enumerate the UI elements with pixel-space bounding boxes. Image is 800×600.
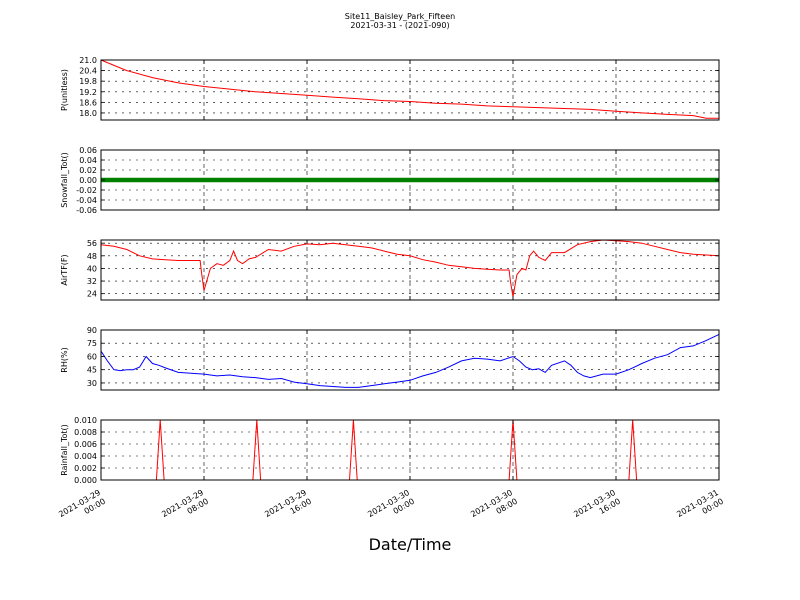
y-tick-label: 24	[87, 290, 97, 299]
y-tick-label: 45	[87, 366, 97, 375]
y-tick-label: 60	[87, 352, 97, 361]
y-tick-label: 30	[87, 379, 97, 388]
y-tick-label: 0.006	[74, 440, 97, 449]
y-tick-label: -0.04	[76, 196, 97, 205]
y-tick-label: 48	[87, 252, 97, 261]
y-tick-label: 0.00	[79, 176, 97, 185]
y-axis-label: Rainfall_Tot()	[60, 424, 69, 476]
y-tick-label: -0.02	[76, 186, 97, 195]
y-axis-label: RH(%)	[60, 347, 69, 372]
y-tick-label: 18.0	[79, 109, 97, 118]
y-axis-label: Snowfall_Tot()	[60, 152, 69, 208]
series-line	[100, 333, 720, 388]
y-tick-label: 90	[87, 326, 97, 335]
y-tick-label: 56	[87, 239, 97, 248]
y-tick-label: 75	[87, 339, 97, 348]
y-tick-label: 40	[87, 264, 97, 273]
y-axis-label: P(unitless)	[60, 69, 69, 111]
y-tick-label: 0.002	[74, 464, 97, 473]
y-tick-label: 0.008	[74, 428, 97, 437]
y-tick-label: 19.2	[79, 88, 97, 97]
y-tick-label: 19.8	[79, 77, 97, 86]
y-tick-label: 20.4	[79, 67, 97, 76]
chart-subtitle: 2021-03-31 - (2021-090)	[350, 21, 450, 30]
y-tick-label: 0.000	[74, 476, 97, 485]
y-tick-label: 0.010	[74, 416, 97, 425]
y-tick-label: 0.004	[74, 452, 97, 461]
y-tick-label: 32	[87, 277, 97, 286]
y-tick-label: -0.06	[76, 206, 97, 215]
chart-title: Site11_Baisley_Park_Fifteen	[344, 12, 456, 21]
series-line	[100, 59, 719, 119]
y-tick-label: 21.0	[79, 56, 97, 65]
series-line	[100, 239, 720, 297]
y-axis-label: AirTF(F)	[60, 254, 69, 285]
y-tick-label: 0.04	[79, 156, 97, 165]
y-tick-label: 0.06	[79, 146, 97, 155]
y-tick-label: 18.6	[79, 98, 97, 107]
x-axis-label: Date/Time	[369, 535, 452, 554]
y-tick-label: 0.02	[79, 166, 97, 175]
